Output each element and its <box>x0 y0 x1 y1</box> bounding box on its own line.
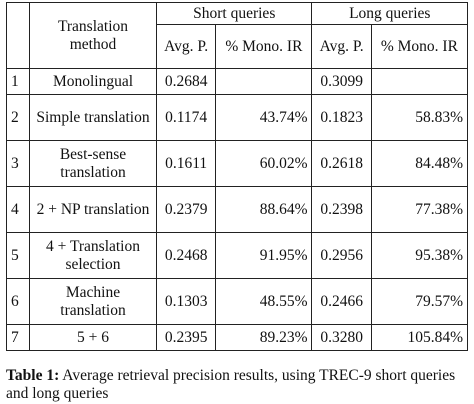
caption-text: Average retrieval precision results, usi… <box>6 367 456 402</box>
row-long-mono: 84.48% <box>370 140 469 187</box>
row-number: 7 <box>6 324 30 351</box>
row-short-avg: 0.2395 <box>155 324 217 351</box>
table-row: 2 Simple translation 0.1174 43.74% 0.182… <box>6 94 469 141</box>
row-long-mono: 79.57% <box>370 278 469 325</box>
row-method: Best-sense translation <box>29 140 157 187</box>
row-long-avg: 0.1823 <box>311 94 372 141</box>
row-short-avg: 0.1303 <box>155 278 217 325</box>
header-num-cell <box>6 2 30 69</box>
row-short-mono: 43.74% <box>215 94 313 141</box>
row-short-avg: 0.1174 <box>155 94 217 141</box>
header-method: Translation method <box>29 2 157 69</box>
row-method: Machine translation <box>29 278 157 325</box>
row-number: 6 <box>6 278 30 325</box>
row-short-mono: 89.23% <box>215 324 313 351</box>
row-short-mono: 91.95% <box>215 232 313 279</box>
header-short-avg: Avg. P. <box>155 24 217 69</box>
row-method: 2 + NP translation <box>29 186 157 233</box>
caption-label: Table 1: <box>6 367 60 384</box>
row-short-mono: 48.55% <box>215 278 313 325</box>
row-long-avg: 0.2956 <box>311 232 372 279</box>
header-long-queries: Long queries <box>311 2 468 25</box>
row-long-avg: 0.3099 <box>311 68 372 95</box>
table-row: 7 5 + 6 0.2395 89.23% 0.3280 105.84% <box>6 324 469 351</box>
row-method: 4 + Translation selection <box>29 232 157 279</box>
row-short-mono: 88.64% <box>215 186 313 233</box>
header-long-mono: % Mono. IR <box>370 24 469 69</box>
row-number: 4 <box>6 186 30 233</box>
row-long-avg: 0.2398 <box>311 186 372 233</box>
header-row-1: Translation method Short queries Long qu… <box>6 2 468 69</box>
row-short-avg: 0.2468 <box>155 232 217 279</box>
row-long-avg: 0.3280 <box>311 324 372 351</box>
header-short-queries: Short queries <box>155 2 313 25</box>
row-long-mono: 58.83% <box>370 94 469 141</box>
row-long-avg: 0.2466 <box>311 278 372 325</box>
row-long-avg: 0.2618 <box>311 140 372 187</box>
row-number: 5 <box>6 232 30 279</box>
row-method: Monolingual <box>29 68 157 95</box>
row-number: 2 <box>6 94 30 141</box>
row-short-mono: 60.02% <box>215 140 313 187</box>
row-short-avg: 0.2379 <box>155 186 217 233</box>
row-short-avg: 0.2684 <box>155 68 217 95</box>
row-long-mono <box>370 68 469 95</box>
row-short-avg: 0.1611 <box>155 140 217 187</box>
table-row: 6 Machine translation 0.1303 48.55% 0.24… <box>6 278 469 325</box>
header-long-avg: Avg. P. <box>311 24 372 69</box>
header-short-mono: % Mono. IR <box>215 24 313 69</box>
results-table: Translation method Short queries Long qu… <box>6 2 469 351</box>
row-number: 3 <box>6 140 30 187</box>
row-short-mono <box>215 68 313 95</box>
row-method: 5 + 6 <box>29 324 157 351</box>
table-row: 3 Best-sense translation 0.1611 60.02% 0… <box>6 140 469 187</box>
table-row: 4 2 + NP translation 0.2379 88.64% 0.239… <box>6 186 469 233</box>
row-long-mono: 105.84% <box>370 324 469 351</box>
table-row: 1 Monolingual 0.2684 0.3099 <box>6 68 469 95</box>
table-caption: Table 1: Average retrieval precision res… <box>6 367 468 403</box>
row-long-mono: 95.38% <box>370 232 469 279</box>
table-row: 5 4 + Translation selection 0.2468 91.95… <box>6 232 469 279</box>
row-number: 1 <box>6 68 30 95</box>
header-row-2: Avg. P. % Mono. IR Avg. P. % Mono. IR <box>7 24 469 69</box>
row-method: Simple translation <box>29 94 157 141</box>
row-long-mono: 77.38% <box>370 186 469 233</box>
